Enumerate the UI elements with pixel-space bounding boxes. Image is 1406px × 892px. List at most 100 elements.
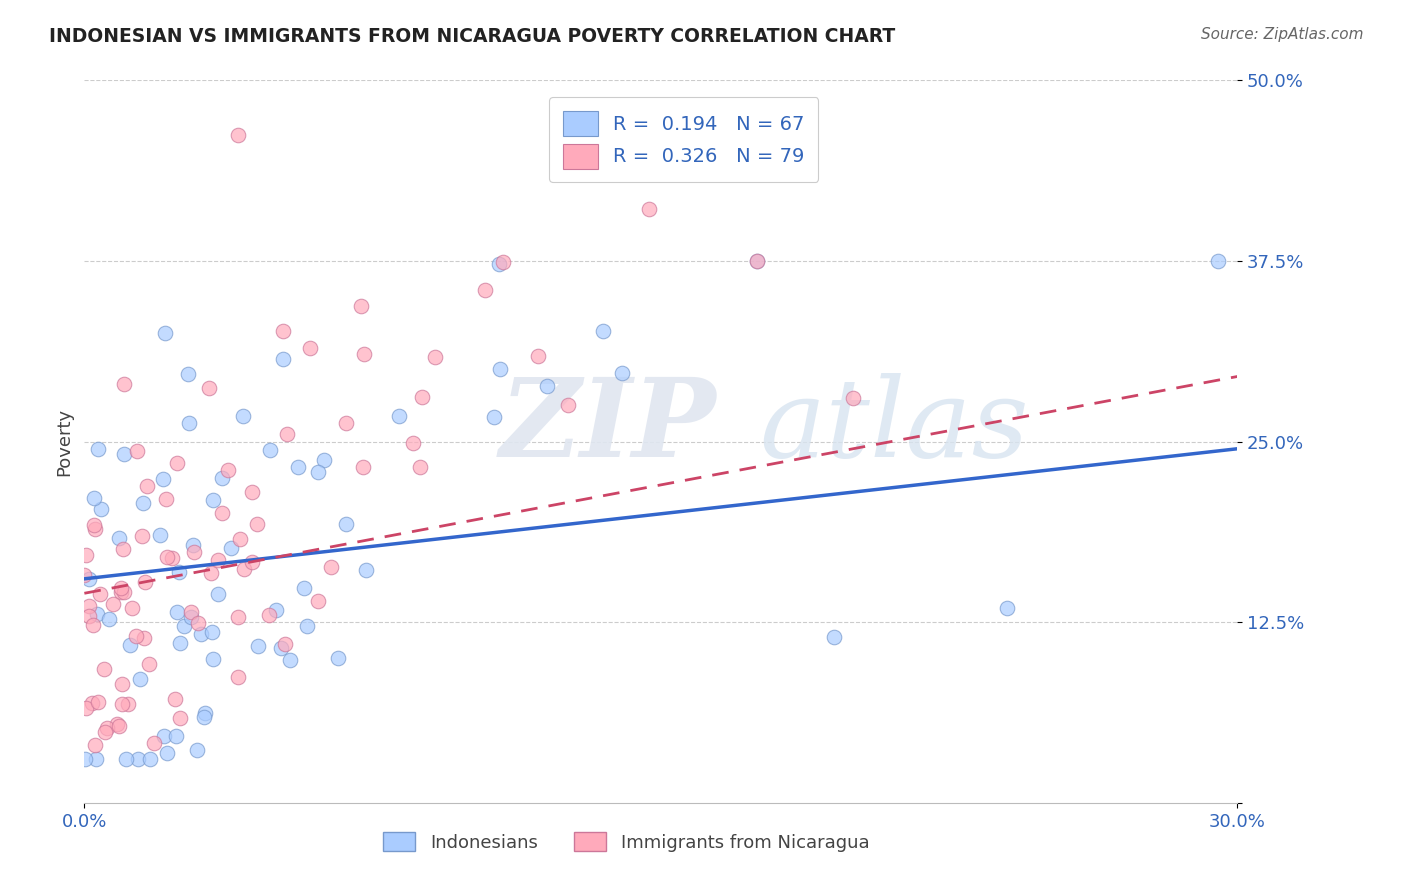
Point — [201, 492, 224, 507]
Point — [84, 752, 107, 766]
Point — [153, 729, 176, 743]
Legend: Indonesians, Immigrants from Nicaragua: Indonesians, Immigrants from Nicaragua — [375, 825, 877, 859]
Point — [110, 584, 132, 599]
Point — [98, 612, 121, 626]
Point — [226, 610, 249, 624]
Point — [207, 587, 229, 601]
Point — [211, 471, 233, 485]
Point — [112, 584, 135, 599]
Point — [353, 346, 375, 360]
Point — [165, 692, 187, 706]
Point — [995, 600, 1018, 615]
Point — [166, 729, 188, 743]
Point — [232, 409, 254, 423]
Point — [314, 453, 336, 467]
Point — [96, 721, 118, 735]
Point — [280, 653, 302, 667]
Point — [183, 544, 205, 558]
Point — [200, 566, 222, 580]
Point — [131, 529, 153, 543]
Point — [233, 562, 256, 576]
Point — [423, 350, 446, 364]
Point — [166, 456, 188, 470]
Text: INDONESIAN VS IMMIGRANTS FROM NICARAGUA POVERTY CORRELATION CHART: INDONESIAN VS IMMIGRANTS FROM NICARAGUA … — [49, 27, 896, 45]
Point — [155, 491, 177, 506]
Point — [211, 506, 233, 520]
Point — [276, 426, 298, 441]
Point — [229, 532, 252, 546]
Text: Source: ZipAtlas.com: Source: ZipAtlas.com — [1201, 27, 1364, 42]
Point — [112, 377, 135, 392]
Point — [271, 352, 294, 367]
Point — [482, 409, 505, 424]
Point — [226, 670, 249, 684]
Point — [492, 255, 515, 269]
Point — [186, 743, 208, 757]
Point — [409, 459, 432, 474]
Point — [86, 607, 108, 622]
Point — [143, 736, 166, 750]
Point — [125, 629, 148, 643]
Point — [307, 465, 329, 479]
Point — [201, 625, 224, 640]
Point — [87, 695, 110, 709]
Point — [474, 283, 496, 297]
Point — [75, 700, 97, 714]
Point — [186, 615, 208, 630]
Point — [411, 390, 433, 404]
Point — [77, 572, 100, 586]
Point — [136, 479, 159, 493]
Point — [152, 472, 174, 486]
Point — [352, 459, 374, 474]
Point — [287, 460, 309, 475]
Point — [273, 325, 295, 339]
Point — [149, 528, 172, 542]
Text: ZIP: ZIP — [499, 374, 716, 481]
Point — [173, 619, 195, 633]
Point — [83, 738, 105, 752]
Point — [240, 485, 263, 500]
Point — [73, 568, 96, 582]
Point — [612, 367, 634, 381]
Point — [295, 618, 318, 632]
Point — [217, 463, 239, 477]
Point — [536, 378, 558, 392]
Point — [259, 443, 281, 458]
Point — [402, 435, 425, 450]
Point — [75, 548, 97, 562]
Point — [190, 627, 212, 641]
Point — [745, 253, 768, 268]
Point — [177, 416, 200, 430]
Point — [335, 416, 357, 430]
Point — [264, 603, 287, 617]
Point — [194, 706, 217, 721]
Point — [101, 597, 124, 611]
Point — [201, 652, 224, 666]
Point — [83, 517, 105, 532]
Point — [107, 716, 129, 731]
Point — [257, 607, 280, 622]
Point — [274, 637, 297, 651]
Point — [388, 409, 411, 424]
Point — [108, 718, 131, 732]
Point — [489, 361, 512, 376]
Point — [129, 672, 152, 686]
Point — [270, 640, 292, 655]
Point — [138, 657, 160, 671]
Point — [156, 746, 179, 760]
Point — [115, 752, 138, 766]
Point — [592, 324, 614, 338]
Point — [745, 253, 768, 268]
Point — [83, 491, 105, 505]
Point — [162, 551, 184, 566]
Point — [153, 326, 176, 340]
Point — [127, 752, 149, 766]
Point — [132, 496, 155, 510]
Point — [77, 608, 100, 623]
Point — [82, 618, 104, 632]
Point — [77, 599, 100, 613]
Point — [335, 516, 357, 531]
Point — [112, 446, 135, 460]
Point — [117, 698, 139, 712]
Point — [193, 710, 215, 724]
